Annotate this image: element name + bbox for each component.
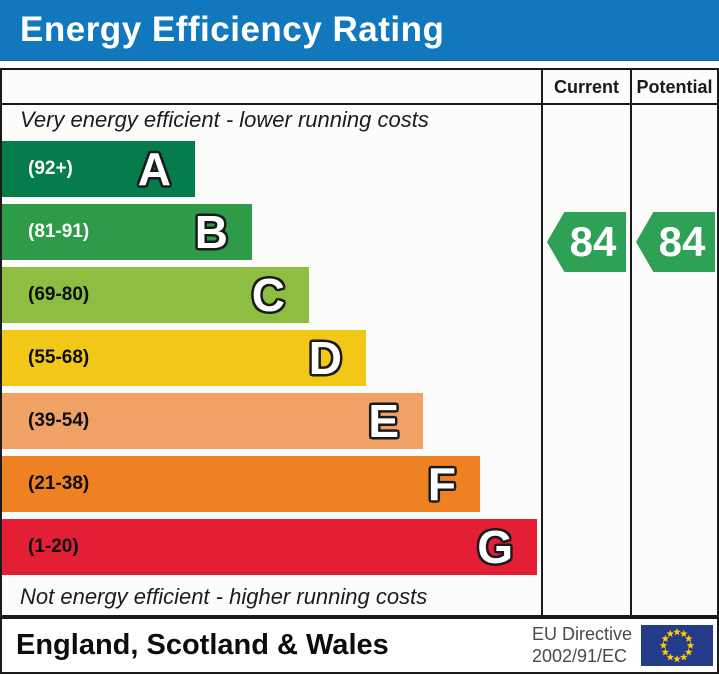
potential-column-header: Potential [636, 77, 713, 97]
rating-band: (1-20) G [2, 519, 537, 575]
potential-rating-value: 84 [658, 218, 706, 265]
eu-flag-icon [641, 625, 713, 666]
band-letter: C [251, 269, 285, 321]
band-range-label: (69-80) [28, 284, 90, 305]
band-letter: A [137, 143, 171, 195]
potential-column-divider [630, 70, 632, 615]
eu-directive-label: EU Directive 2002/91/EC [532, 624, 632, 666]
page-title: Energy Efficiency Rating [20, 10, 445, 49]
bottom-caption: Not energy efficient - higher running co… [20, 584, 428, 609]
title-bar: Energy Efficiency Rating [0, 0, 719, 61]
band-letter: B [194, 206, 228, 258]
band-letter: G [477, 521, 513, 573]
rating-band: (69-80) C [2, 267, 309, 323]
current-rating-arrow: 84 [547, 212, 626, 272]
band-range-label: (21-38) [28, 473, 90, 494]
current-column-divider [541, 70, 543, 615]
top-caption: Very energy efficient - lower running co… [20, 107, 429, 132]
band-range-label: (39-54) [28, 410, 90, 431]
rating-band: (55-68) D [2, 330, 366, 386]
energy-rating-chart: Current Potential Very energy efficient … [0, 68, 719, 617]
current-column-header: Current [553, 77, 619, 97]
rating-band: (81-91) B [2, 204, 252, 260]
band-range-label: (1-20) [28, 536, 79, 557]
rating-band: (39-54) E [2, 393, 423, 449]
eu-directive-line2: 2002/91/EC [531, 645, 628, 666]
band-letter: F [427, 458, 456, 510]
region-label: England, Scotland & Wales [16, 629, 389, 661]
rating-band: (21-38) F [2, 456, 480, 512]
rating-band: (92+) A [2, 141, 195, 197]
band-letter: D [308, 332, 342, 384]
potential-rating-arrow: 84 [636, 212, 715, 272]
band-letter: E [368, 395, 399, 447]
footer-bar: England, Scotland & Wales EU Directive 2… [0, 617, 719, 674]
band-range-label: (81-91) [28, 221, 90, 242]
header-separator-line [2, 103, 717, 105]
band-range-label: (55-68) [28, 347, 90, 368]
current-rating-value: 84 [569, 218, 617, 265]
eu-directive-line1: EU Directive [531, 624, 632, 645]
band-range-label: (92+) [28, 158, 73, 179]
